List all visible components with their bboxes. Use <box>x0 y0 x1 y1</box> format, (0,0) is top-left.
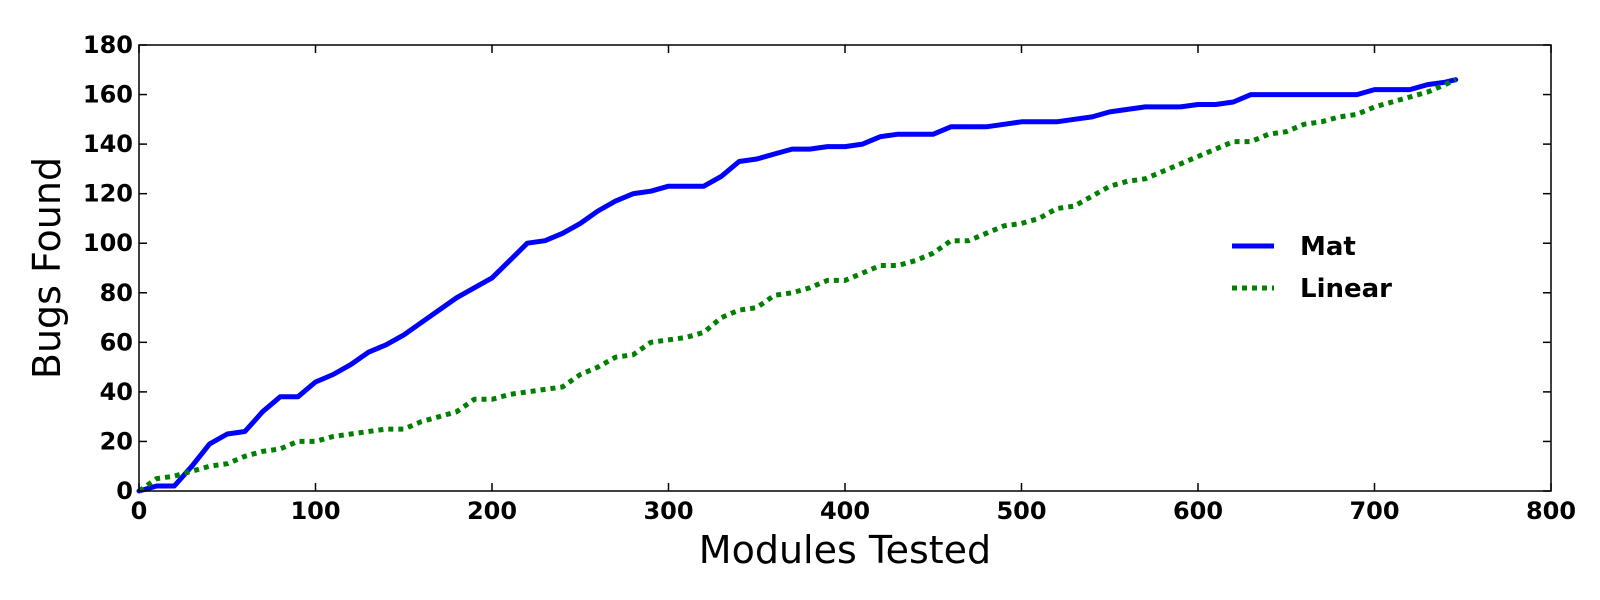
series-line-mat <box>136 77 1459 494</box>
series-line-linear <box>137 77 1457 494</box>
legend-label-linear: Linear <box>1300 274 1392 304</box>
y-axis-title: Bugs Found <box>25 157 69 379</box>
y-tick-label: 140 <box>83 130 133 158</box>
legend-label-mat: Mat <box>1300 232 1356 262</box>
y-tick-label: 80 <box>100 279 133 307</box>
y-tick-label: 40 <box>100 378 133 406</box>
y-tick-label: 20 <box>100 427 133 455</box>
y-tick-label: 100 <box>83 229 133 257</box>
x-tick-label: 500 <box>996 497 1046 525</box>
x-tick-label: 800 <box>1526 497 1576 525</box>
plot-series-group <box>136 77 1459 494</box>
x-tick-label: 600 <box>1173 497 1223 525</box>
x-tick-label: 700 <box>1349 497 1399 525</box>
y-tick-label: 0 <box>116 477 133 505</box>
plot-frame <box>138 44 1552 492</box>
x-tick-label: 300 <box>643 497 693 525</box>
y-tick-label: 160 <box>83 81 133 109</box>
x-axis-title: Modules Tested <box>699 528 991 572</box>
y-axis-ticks: 0 20 40 60 80 100 120 140 160 180 <box>83 31 1551 505</box>
x-axis-ticks: 0 100 200 300 400 500 600 700 800 <box>131 45 1576 525</box>
y-tick-label: 60 <box>100 328 133 356</box>
x-tick-label: 0 <box>131 497 148 525</box>
y-tick-label: 120 <box>83 180 133 208</box>
x-tick-label: 100 <box>290 497 340 525</box>
y-tick-label: 180 <box>83 31 133 59</box>
x-tick-label: 200 <box>467 497 517 525</box>
legend: Mat Linear <box>1232 232 1392 304</box>
x-tick-label: 400 <box>820 497 870 525</box>
